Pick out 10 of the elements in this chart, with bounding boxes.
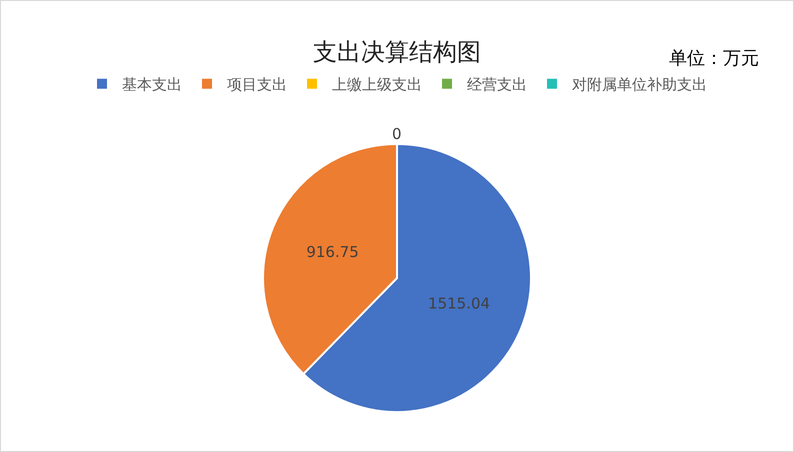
text: 单位：万元	[669, 48, 759, 69]
legend-label: 项目支出	[227, 76, 287, 94]
legend-label: 上缴上级支出	[332, 76, 422, 94]
data-label: 1515.04	[428, 294, 490, 312]
chart-title: 支出决算结构图	[313, 38, 481, 66]
legend-label: 对附属单位补助支出	[572, 76, 707, 94]
text: 0	[392, 125, 402, 143]
legend-label: 基本支出	[122, 76, 182, 94]
legend-label: 经营支出	[467, 76, 527, 94]
data-label: 916.75	[306, 242, 359, 261]
